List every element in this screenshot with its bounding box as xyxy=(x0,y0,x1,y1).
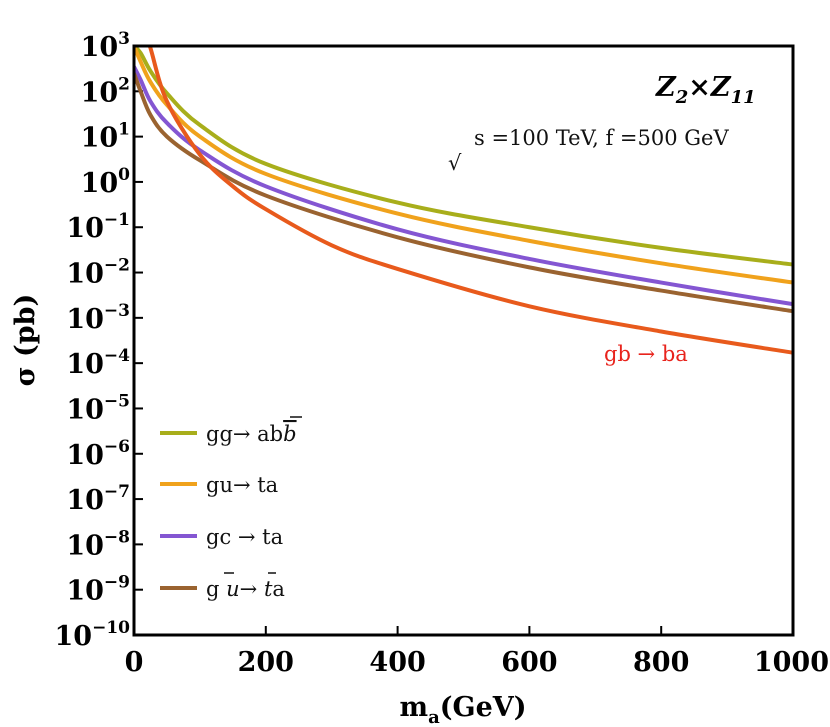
legend-label-gc: gc → ta xyxy=(206,525,283,549)
x-tick-label: 800 xyxy=(633,647,689,678)
y-tick-label: 10−3 xyxy=(66,301,130,335)
y-tick-label: 10−7 xyxy=(66,482,130,516)
y-tick-label: 102 xyxy=(81,74,130,108)
x-tick-label: 200 xyxy=(238,647,294,678)
legend-item-gubar: g u→ ta xyxy=(160,572,285,601)
x-tick-label: 0 xyxy=(125,647,144,678)
y-axis-ticks: 103 102 101 100 10−1 10−2 10−3 10−4 10−5 10−6 10−7… xyxy=(55,29,143,652)
y-tick-label: 101 xyxy=(81,120,130,154)
y-tick-label: 10−10 xyxy=(55,618,131,652)
x-tick-label: 600 xyxy=(501,647,557,678)
y-tick-label: 10−9 xyxy=(66,573,130,607)
x-axis-title: ma(GeV) xyxy=(400,692,527,727)
legend-item-gg: gg→ abb xyxy=(160,416,302,446)
model-annotation: Z2×Z11 xyxy=(655,72,756,108)
legend-label-gubar: g u→ ta xyxy=(206,577,285,601)
series-line-2 xyxy=(134,65,793,307)
series-line-4 xyxy=(147,46,793,355)
y-tick-label: 10−1 xyxy=(66,210,130,244)
series-line-3 xyxy=(134,72,793,314)
curve-label-gb-ba: gb → ba xyxy=(604,342,688,366)
y-tick-label: 10−2 xyxy=(66,256,130,290)
y-tick-label: 100 xyxy=(81,165,131,199)
sqrt-symbol: √ xyxy=(448,151,462,175)
series-layer xyxy=(134,46,793,355)
legend-label-gg: gg→ abb xyxy=(206,422,297,446)
series-line-0 xyxy=(134,46,793,267)
y-tick-label: 10−8 xyxy=(66,527,130,561)
y-tick-label: 10−4 xyxy=(66,346,130,380)
y-axis-title: σ (pb) xyxy=(10,294,41,387)
x-tick-label: 1000 xyxy=(754,647,829,678)
x-axis-ticks: 0 200 400 600 800 1000 xyxy=(125,626,829,678)
series-line-1 xyxy=(134,46,793,285)
x-tick-label: 400 xyxy=(369,647,425,678)
y-tick-label: 10−6 xyxy=(66,437,130,471)
plot-frame xyxy=(132,44,795,637)
legend: gg→ abb gu→ ta gc → ta g u→ ta xyxy=(160,416,302,601)
legend-label-gu: gu→ ta xyxy=(206,473,278,497)
legend-item-gu: gu→ ta xyxy=(160,473,278,497)
y-tick-label: 103 xyxy=(81,29,130,63)
energy-annotation: s =100 TeV, f =500 GeV xyxy=(474,126,729,150)
y-tick-label: 10−5 xyxy=(66,391,130,425)
legend-item-gc: gc → ta xyxy=(160,525,283,549)
